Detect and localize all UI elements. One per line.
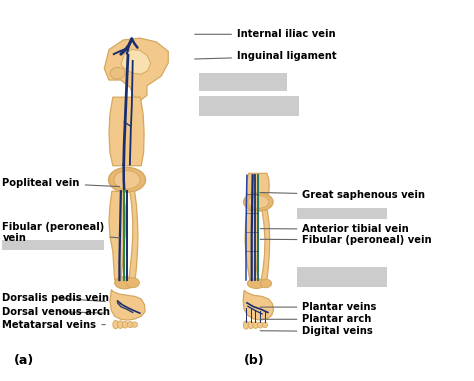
PathPatch shape	[245, 210, 258, 280]
Ellipse shape	[110, 67, 125, 79]
Bar	[297, 267, 387, 287]
PathPatch shape	[109, 97, 144, 166]
PathPatch shape	[110, 290, 145, 320]
Text: Metatarsal veins: Metatarsal veins	[2, 320, 105, 330]
Ellipse shape	[128, 322, 133, 328]
Ellipse shape	[113, 320, 118, 329]
Text: (a): (a)	[14, 354, 35, 367]
Ellipse shape	[257, 322, 263, 328]
Text: Anterior tibial vein: Anterior tibial vein	[260, 224, 409, 234]
Text: Internal iliac vein: Internal iliac vein	[195, 29, 336, 39]
Text: Fibular (peroneal) vein: Fibular (peroneal) vein	[260, 235, 432, 245]
PathPatch shape	[112, 99, 123, 164]
Text: Dorsal venous arch: Dorsal venous arch	[2, 307, 110, 317]
Ellipse shape	[114, 171, 140, 189]
Bar	[297, 208, 387, 219]
PathPatch shape	[109, 191, 126, 280]
PathPatch shape	[246, 173, 269, 197]
PathPatch shape	[121, 50, 151, 74]
Ellipse shape	[260, 279, 272, 288]
PathPatch shape	[129, 191, 138, 280]
Text: Dorsalis pedis vein: Dorsalis pedis vein	[2, 293, 109, 303]
Text: Digital veins: Digital veins	[260, 327, 373, 336]
Text: Inguinal ligament: Inguinal ligament	[195, 51, 337, 61]
Ellipse shape	[115, 277, 135, 289]
Text: Popliteal vein: Popliteal vein	[2, 178, 119, 188]
Ellipse shape	[118, 321, 123, 328]
PathPatch shape	[104, 38, 168, 101]
Ellipse shape	[126, 278, 139, 288]
Text: Plantar arch: Plantar arch	[260, 314, 372, 324]
Ellipse shape	[247, 279, 265, 288]
Ellipse shape	[253, 322, 258, 328]
PathPatch shape	[261, 210, 270, 280]
Text: (b): (b)	[244, 354, 265, 367]
Ellipse shape	[122, 321, 128, 328]
Ellipse shape	[244, 321, 248, 329]
Text: Great saphenous vein: Great saphenous vein	[260, 190, 425, 200]
Bar	[2, 240, 104, 250]
Ellipse shape	[248, 321, 253, 329]
Ellipse shape	[132, 322, 137, 327]
Bar	[199, 96, 299, 116]
PathPatch shape	[243, 290, 273, 320]
Text: Plantar veins: Plantar veins	[260, 302, 377, 312]
PathPatch shape	[128, 99, 140, 164]
Ellipse shape	[244, 193, 273, 211]
Ellipse shape	[109, 168, 146, 192]
Bar	[199, 73, 287, 91]
Ellipse shape	[262, 322, 267, 328]
Text: Fibular (peroneal)
vein: Fibular (peroneal) vein	[2, 222, 119, 243]
Ellipse shape	[248, 195, 269, 208]
